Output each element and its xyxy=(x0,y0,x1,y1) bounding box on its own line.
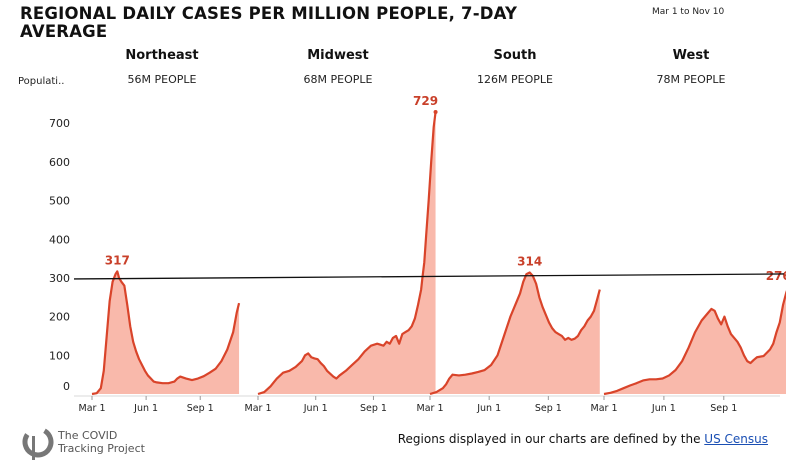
x-tick-label: Jun 1 xyxy=(476,403,501,414)
region-name-midwest: Midwest xyxy=(307,48,369,63)
x-tick-label: Jun 1 xyxy=(133,403,158,414)
x-tick-label: Sep 1 xyxy=(187,403,214,414)
population-label: Populati.. xyxy=(18,76,65,87)
y-tick-label: 600 xyxy=(49,156,70,169)
area-northeast xyxy=(92,271,240,394)
x-tick-label: Sep 1 xyxy=(360,403,387,414)
line-midwest xyxy=(257,111,437,396)
region-name-northeast: Northeast xyxy=(125,48,199,63)
peak-label-midwest: 729 xyxy=(413,94,438,108)
reference-line-300 xyxy=(73,273,785,280)
logo-icon xyxy=(22,426,54,460)
region-name-south: South xyxy=(493,48,537,63)
y-tick-label: 100 xyxy=(49,349,70,362)
y-tick-label: 200 xyxy=(49,311,70,324)
x-tick-label: Mar 1 xyxy=(245,403,272,414)
line-west xyxy=(603,290,786,396)
y-tick-label: 300 xyxy=(49,272,70,285)
peak-label-west: 276 xyxy=(766,269,786,283)
covid-tracking-logo[interactable]: The COVID Tracking Project xyxy=(22,426,162,462)
area-west xyxy=(604,293,786,394)
population-northeast: 56M PEOPLE xyxy=(127,73,197,86)
peak-label-northeast: 317 xyxy=(105,253,130,267)
population-south: 126M PEOPLE xyxy=(477,73,553,86)
y-tick-label: 500 xyxy=(49,195,70,208)
area-south xyxy=(430,272,600,394)
chart-title: REGIONAL DAILY CASES PER MILLION PEOPLE,… xyxy=(20,4,518,41)
x-tick-label: Sep 1 xyxy=(535,403,562,414)
date-range: Mar 1 to Nov 10 xyxy=(652,7,725,17)
footer-note-text: Regions displayed in our charts are defi… xyxy=(397,432,701,446)
line-south xyxy=(429,271,601,396)
population-west: 78M PEOPLE xyxy=(656,73,726,86)
x-tick-label: Jun 1 xyxy=(651,403,676,414)
peak-marker-midwest xyxy=(433,110,438,114)
y-tick-label: 400 xyxy=(49,233,70,246)
y-tick-label: 0 xyxy=(63,380,70,393)
logo-line2: Tracking Project xyxy=(58,442,145,455)
x-tick-label: Mar 1 xyxy=(79,403,106,414)
peak-label-south: 314 xyxy=(517,255,542,269)
y-tick-label: 700 xyxy=(49,117,70,130)
region-name-west: West xyxy=(672,48,710,63)
footer-note: Regions displayed in our charts are defi… xyxy=(398,432,768,446)
area-midwest xyxy=(258,112,436,394)
x-tick-label: Mar 1 xyxy=(591,403,618,414)
logo-line1: The COVID xyxy=(58,429,118,442)
us-census-link[interactable]: US Census xyxy=(704,432,768,446)
x-tick-label: Jun 1 xyxy=(303,403,328,414)
population-midwest: 68M PEOPLE xyxy=(303,73,373,86)
x-tick-label: Sep 1 xyxy=(710,403,737,414)
x-tick-label: Mar 1 xyxy=(417,403,444,414)
